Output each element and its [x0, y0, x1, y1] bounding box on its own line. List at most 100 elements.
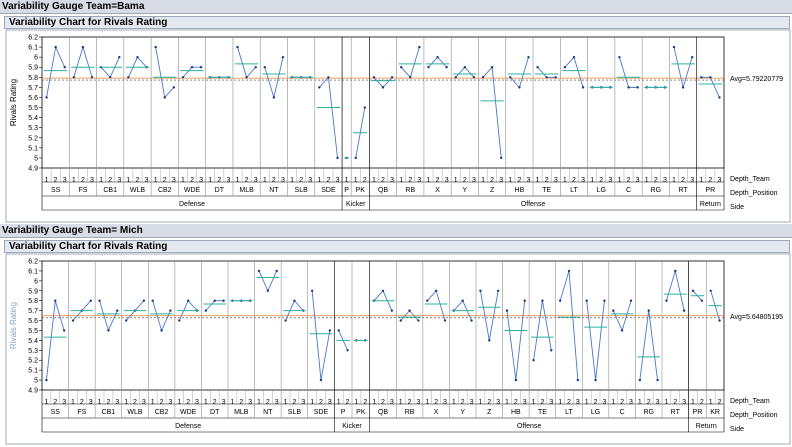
depth-team-label: 3 — [527, 177, 531, 184]
position-label: X — [434, 409, 439, 416]
depth-team-label: 1 — [563, 177, 567, 184]
data-point — [124, 319, 128, 322]
y-tick-label: 4.9 — [28, 166, 38, 173]
data-point — [665, 299, 668, 302]
depth-team-label: 3 — [576, 399, 580, 406]
plot-area — [41, 260, 725, 391]
y-tick-label: 5.4 — [28, 115, 38, 122]
y-tick-label: 5.2 — [28, 358, 38, 365]
depth-team-label: 1 — [290, 177, 294, 184]
data-point — [700, 299, 704, 302]
depth-team-label: 1 — [425, 399, 429, 406]
depth-team-label: 2 — [299, 177, 303, 184]
position-label: PR — [693, 409, 703, 416]
depth-team-label: 1 — [558, 399, 562, 406]
position-label: RG — [651, 187, 662, 194]
depth-team-label: 3 — [690, 177, 694, 184]
y-tick-label: 5.2 — [28, 135, 38, 142]
data-point — [690, 55, 694, 59]
depth-team-label: 1 — [154, 177, 158, 184]
data-point — [336, 156, 339, 160]
y-tick-label: 6.2 — [28, 259, 38, 266]
depth-team-label: 3 — [145, 177, 149, 184]
data-point — [434, 289, 438, 292]
data-point — [409, 76, 412, 79]
data-point — [563, 66, 567, 69]
side-label: Kicker — [342, 423, 362, 430]
depth-team-label: 1 — [508, 177, 512, 184]
depth-team-label: 3 — [417, 177, 421, 184]
depth-team-label: 3 — [554, 177, 558, 184]
report-title-mich: Variability Gauge Team= Mich — [0, 224, 792, 238]
data-point — [266, 289, 270, 292]
depth-team-label: 1 — [709, 399, 713, 406]
data-point — [554, 76, 557, 79]
depth-team-label: 3 — [416, 399, 420, 406]
depth-team-label: 3 — [718, 177, 722, 184]
position-label: FS — [78, 187, 87, 194]
data-point — [236, 45, 239, 49]
y-tick-label: 6 — [34, 278, 38, 285]
depth-team-label: 2 — [326, 177, 330, 184]
series-line-nt — [264, 57, 284, 100]
depth-team-label: 3 — [254, 177, 258, 184]
depth-team-label: 1 — [151, 399, 155, 406]
data-point — [523, 299, 526, 302]
depth-team-label: 3 — [63, 177, 67, 184]
position-label: LT — [570, 187, 578, 194]
position-label: RB — [405, 409, 415, 416]
data-point — [154, 45, 157, 49]
data-point — [558, 299, 562, 302]
series-line-te — [537, 66, 556, 78]
depth-team-label: 2 — [594, 399, 598, 406]
data-point — [472, 76, 476, 79]
depth-team-label: 1 — [208, 177, 212, 184]
data-point — [541, 299, 544, 302]
data-point — [72, 76, 76, 79]
depth-team-label: 3 — [472, 177, 476, 184]
series-line-lt — [559, 270, 579, 381]
series-line-z — [482, 66, 502, 158]
depth-team-label: 1 — [99, 177, 103, 184]
y-tick-label: 6.1 — [28, 268, 38, 275]
position-label: LG — [591, 409, 600, 416]
data-point — [718, 319, 721, 322]
depth-team-label: 2 — [700, 399, 704, 406]
depth-team-label: 1 — [452, 399, 456, 406]
depth-team-label: 3 — [281, 177, 285, 184]
data-point — [518, 86, 521, 89]
position-label: DT — [215, 187, 225, 194]
data-point — [178, 319, 181, 322]
depth-team-label: 3 — [549, 399, 553, 406]
series-line-hb — [509, 57, 529, 89]
data-point — [142, 299, 146, 302]
data-point — [461, 299, 464, 302]
position-label: Z — [487, 409, 492, 416]
series-line-mlb — [237, 46, 257, 79]
y-tick-label: 6.1 — [28, 45, 38, 52]
y-tick-label: 5.5 — [28, 328, 38, 335]
average-label: Avg=5.64805195 — [730, 314, 783, 321]
depth-team-label: 2 — [319, 399, 323, 406]
y-tick-label: 5.8 — [28, 75, 38, 82]
data-point — [681, 86, 685, 89]
depth-team-label: 1 — [590, 177, 594, 184]
depth-team-label: 3 — [115, 399, 119, 406]
position-label: RT — [671, 409, 681, 416]
depth-team-label: 3 — [443, 399, 447, 406]
position-label: CB1 — [102, 409, 116, 416]
data-point — [181, 76, 185, 79]
average-label: Avg=5.79220779 — [730, 76, 783, 83]
position-label: SLB — [295, 187, 309, 194]
y-tick-label: 5.9 — [28, 288, 38, 295]
data-point — [408, 309, 411, 312]
depth-team-label: 1 — [699, 177, 703, 184]
data-point — [567, 269, 571, 273]
series-line-wde — [182, 66, 202, 78]
y-tick-label: 5 — [34, 155, 38, 162]
series-line-qb — [373, 77, 393, 89]
depth-team-label: 2 — [136, 177, 140, 184]
depth-team-label: 2 — [718, 399, 722, 406]
y-tick-label: 5 — [34, 378, 38, 385]
data-point — [594, 378, 597, 382]
